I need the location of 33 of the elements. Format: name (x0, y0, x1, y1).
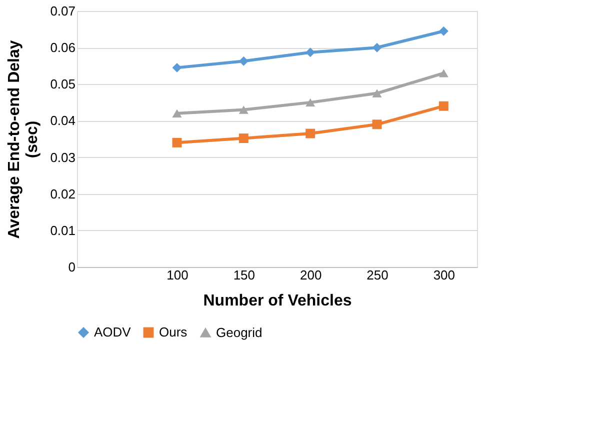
y-tick-label: 0.01 (50, 222, 76, 238)
point (238, 106, 248, 114)
point (306, 48, 316, 58)
point (306, 128, 316, 138)
y-tick-label: 0.02 (50, 186, 76, 202)
point (438, 26, 448, 36)
point (372, 42, 382, 52)
x-tick-label: 200 (300, 268, 322, 282)
y-tick-label: 0 (68, 260, 76, 274)
point (238, 134, 248, 144)
x-tick-label: 300 (433, 268, 456, 282)
y-axis-title: Average End-to-end Delay (sec) (6, 40, 42, 239)
y-tick-label: 0.05 (50, 76, 76, 92)
point (372, 120, 382, 130)
point (438, 101, 448, 111)
x-tick-label: 100 (166, 268, 188, 282)
point (372, 89, 382, 98)
point (172, 138, 182, 148)
y-tick-label: 0.07 (50, 4, 76, 18)
legend-label: Ours (159, 324, 188, 340)
point (306, 98, 316, 107)
x-tick-label: 250 (366, 268, 388, 282)
x-axis-title: Number of Vehicles (203, 292, 352, 310)
legend-label: Geogrid (216, 324, 262, 340)
legend-label: AODV (94, 324, 132, 340)
x-tick-label: 150 (233, 268, 256, 282)
point (172, 62, 182, 72)
y-tick-label: 0.03 (50, 150, 76, 165)
y-tick-label: 0.04 (50, 113, 76, 128)
point (238, 56, 248, 66)
y-tick-label: 0.06 (50, 40, 76, 56)
point (438, 69, 448, 78)
point (172, 109, 182, 118)
